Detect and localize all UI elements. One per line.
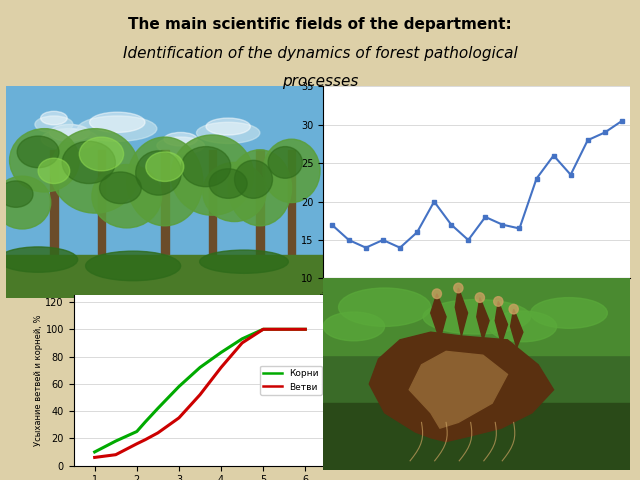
Ellipse shape xyxy=(38,158,70,183)
Ellipse shape xyxy=(17,136,59,168)
Bar xyxy=(288,150,295,298)
Ellipse shape xyxy=(203,162,266,222)
Ellipse shape xyxy=(263,139,320,203)
Polygon shape xyxy=(455,288,468,336)
Bar xyxy=(323,278,630,355)
Bar xyxy=(323,403,630,470)
Ellipse shape xyxy=(493,297,503,306)
Polygon shape xyxy=(369,332,554,442)
Ellipse shape xyxy=(454,283,463,293)
Ellipse shape xyxy=(164,132,197,146)
Legend: Корни, Ветви: Корни, Ветви xyxy=(260,366,322,395)
Ellipse shape xyxy=(432,289,442,299)
Ellipse shape xyxy=(200,250,289,273)
Ellipse shape xyxy=(0,181,33,207)
Ellipse shape xyxy=(476,293,484,302)
Ellipse shape xyxy=(92,165,162,228)
Ellipse shape xyxy=(171,135,253,215)
Ellipse shape xyxy=(209,169,247,198)
Ellipse shape xyxy=(79,137,124,171)
Ellipse shape xyxy=(509,304,518,314)
Ellipse shape xyxy=(323,312,385,341)
Ellipse shape xyxy=(0,176,51,229)
Bar xyxy=(98,150,105,298)
Ellipse shape xyxy=(0,247,77,272)
Ellipse shape xyxy=(423,300,531,334)
Ellipse shape xyxy=(10,129,79,192)
Polygon shape xyxy=(477,298,489,340)
Bar xyxy=(6,255,323,298)
Ellipse shape xyxy=(206,118,250,135)
Polygon shape xyxy=(511,309,523,348)
Y-axis label: Усыхание ветвей и корней, %: Усыхание ветвей и корней, % xyxy=(34,315,43,446)
Ellipse shape xyxy=(86,251,180,281)
Bar xyxy=(50,150,58,298)
Text: The main scientific fields of the department:: The main scientific fields of the depart… xyxy=(128,17,512,32)
Ellipse shape xyxy=(35,116,73,133)
Ellipse shape xyxy=(40,111,67,125)
Ellipse shape xyxy=(228,150,292,226)
Ellipse shape xyxy=(489,311,557,342)
Ellipse shape xyxy=(146,152,184,181)
Ellipse shape xyxy=(50,124,90,141)
Ellipse shape xyxy=(100,172,141,204)
Ellipse shape xyxy=(136,151,181,195)
Ellipse shape xyxy=(234,160,273,198)
Ellipse shape xyxy=(127,137,203,226)
Ellipse shape xyxy=(531,298,607,328)
Ellipse shape xyxy=(181,146,230,187)
Bar xyxy=(256,150,264,298)
Ellipse shape xyxy=(77,116,157,141)
Ellipse shape xyxy=(196,122,260,144)
Ellipse shape xyxy=(41,129,99,150)
Bar xyxy=(209,150,216,298)
Ellipse shape xyxy=(62,141,115,183)
Text: processes: processes xyxy=(282,74,358,89)
Ellipse shape xyxy=(90,112,145,132)
Polygon shape xyxy=(431,294,446,340)
Bar xyxy=(161,150,168,298)
Polygon shape xyxy=(495,301,508,344)
Text: Identification of the dynamics of forest pathological: Identification of the dynamics of forest… xyxy=(123,46,517,60)
Ellipse shape xyxy=(51,129,140,213)
Ellipse shape xyxy=(268,146,302,178)
Polygon shape xyxy=(409,351,508,428)
Ellipse shape xyxy=(339,288,431,326)
Ellipse shape xyxy=(157,137,204,154)
